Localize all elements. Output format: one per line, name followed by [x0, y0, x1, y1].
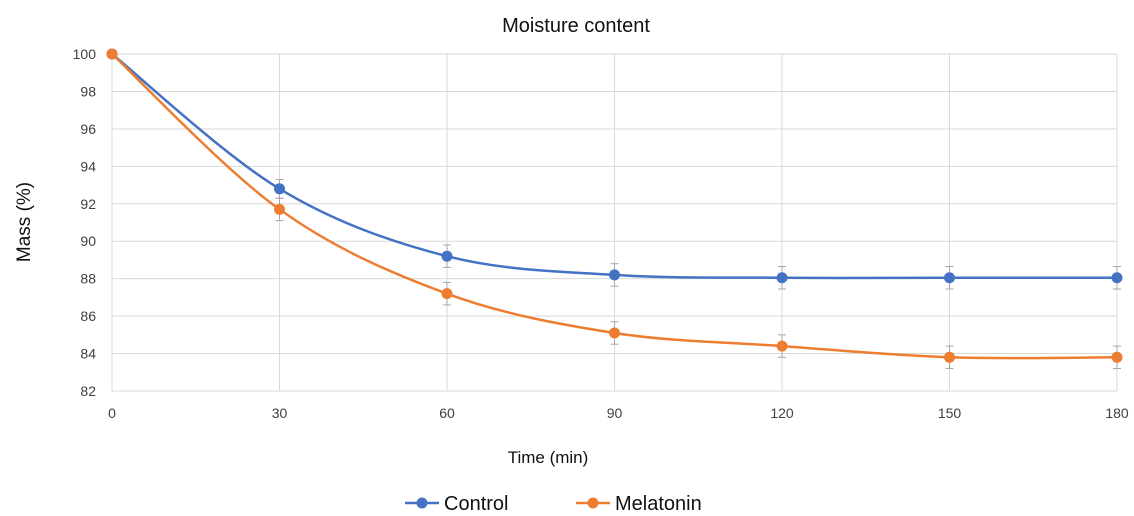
chart-title: Moisture content: [502, 15, 650, 37]
control-data-point: [1111, 272, 1123, 284]
control-data-point: [274, 183, 285, 195]
melatonin-data-point: [106, 48, 118, 60]
melatonin-data-point: [609, 327, 620, 339]
y-tick-label: 86: [80, 308, 96, 324]
y-tick-label: 90: [80, 233, 96, 249]
y-tick-labels: 82 84 86 88 90 92 94 96 98 100: [73, 46, 97, 399]
legend-marker-control: [416, 497, 428, 509]
x-tick-label: 150: [938, 405, 962, 421]
x-tick-label: 30: [272, 405, 288, 421]
x-tick-label: 0: [108, 405, 116, 421]
melatonin-data-point: [944, 351, 955, 363]
melatonin-data-point: [776, 340, 788, 352]
melatonin-data-point: [1111, 351, 1123, 363]
control-data-point: [776, 272, 788, 284]
series-points: [106, 48, 1123, 363]
legend: Control Melatonin: [405, 493, 702, 515]
melatonin-data-point: [441, 288, 453, 300]
y-tick-label: 98: [80, 83, 96, 99]
y-axis-label: Mass (%): [14, 182, 35, 262]
x-tick-labels: 0 30 60 90 120 150 180: [108, 405, 1129, 421]
y-tick-label: 94: [80, 158, 96, 174]
y-tick-label: 100: [73, 46, 97, 62]
y-tick-label: 92: [80, 196, 96, 212]
x-tick-label: 180: [1105, 405, 1129, 421]
legend-item-melatonin: Melatonin: [576, 493, 702, 515]
y-tick-label: 82: [80, 383, 96, 399]
legend-marker-melatonin: [587, 497, 599, 509]
control-data-point: [441, 250, 453, 262]
legend-label-melatonin: Melatonin: [615, 493, 702, 515]
control-data-point: [944, 272, 955, 284]
x-tick-label: 120: [770, 405, 794, 421]
control-data-point: [609, 269, 620, 281]
legend-item-control: Control: [405, 493, 508, 515]
x-axis-label: Time (min): [508, 448, 589, 467]
y-tick-label: 96: [80, 121, 96, 137]
y-tick-label: 84: [80, 346, 96, 362]
legend-label-control: Control: [444, 493, 508, 515]
x-tick-label: 90: [607, 405, 623, 421]
melatonin-data-point: [274, 203, 285, 215]
y-tick-label: 88: [80, 271, 96, 287]
x-tick-label: 60: [439, 405, 455, 421]
